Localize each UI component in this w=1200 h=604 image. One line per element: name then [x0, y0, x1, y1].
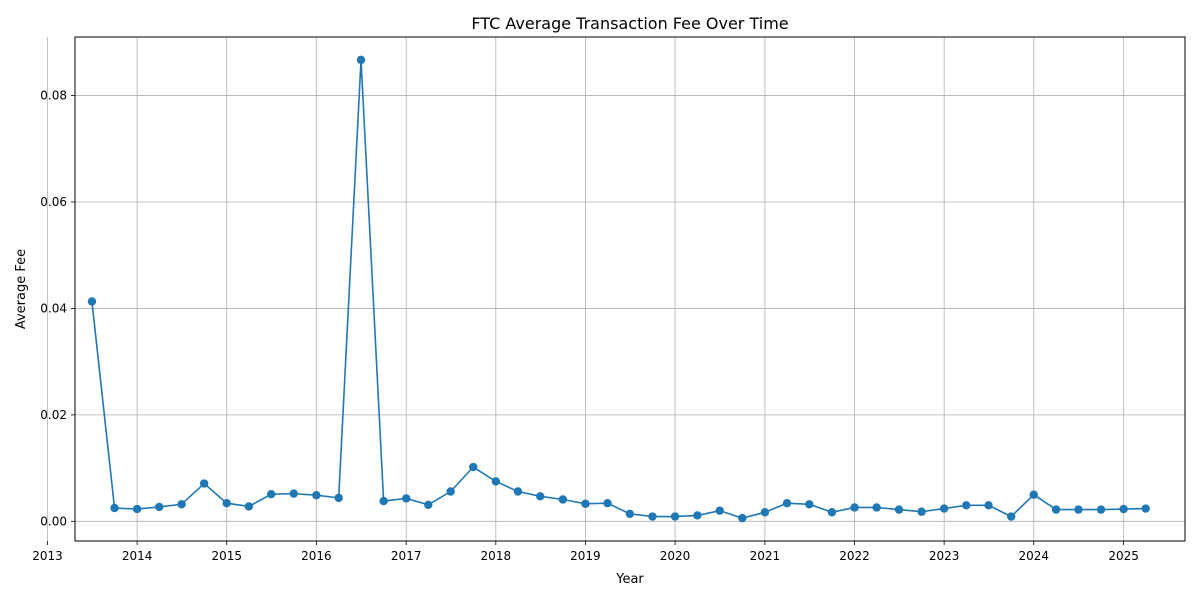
- x-tick-label: 2023: [929, 549, 960, 563]
- data-point: [289, 489, 298, 498]
- data-point: [1074, 505, 1083, 514]
- data-point: [984, 501, 993, 510]
- x-axis: 2013 2014 2015 2016 2017 2018 2019 2020 2021 2022…: [32, 541, 1139, 563]
- data-point: [962, 501, 971, 510]
- data-point: [894, 505, 904, 514]
- data-point: [469, 462, 478, 472]
- plot-area: [75, 37, 1185, 541]
- data-point: [244, 502, 254, 511]
- data-point: [222, 499, 231, 508]
- data-point: [132, 504, 142, 514]
- plot-frame: [74, 36, 1186, 542]
- data-point: [424, 500, 433, 510]
- x-tick-label: 2013: [32, 549, 63, 563]
- data-point: [715, 506, 724, 515]
- data-point: [872, 503, 881, 512]
- data-point: [155, 502, 164, 512]
- data-point: [581, 499, 590, 508]
- data-point: [693, 511, 702, 520]
- data-point: [177, 500, 186, 509]
- data-point: [939, 504, 949, 513]
- data-point: [199, 479, 209, 488]
- data-point: [648, 512, 657, 521]
- data-point: [379, 496, 388, 506]
- data-point: [738, 513, 747, 523]
- data-point: [266, 489, 276, 499]
- data-point: [87, 297, 97, 306]
- y-tick-label: 0.08: [40, 89, 67, 103]
- data-point: [402, 494, 411, 503]
- series-fee: [87, 55, 1150, 523]
- data-point: [1051, 505, 1061, 514]
- data-point: [446, 487, 455, 496]
- data-point: [805, 500, 814, 509]
- chart-title: FTC Average Transaction Fee Over Time: [471, 14, 788, 33]
- y-axis: 0.00 0.02 0.04 0.06 0.08: [40, 89, 75, 528]
- y-tick-label: 0.00: [40, 514, 67, 528]
- x-tick-label: 2015: [211, 549, 242, 563]
- x-tick-label: 2021: [750, 549, 781, 563]
- y-tick-label: 0.04: [40, 301, 67, 315]
- data-point: [356, 55, 366, 65]
- grid: [47, 37, 1185, 541]
- data-point: [625, 509, 635, 519]
- x-axis-label: Year: [615, 572, 644, 587]
- data-point: [1141, 504, 1150, 513]
- data-point: [558, 495, 568, 504]
- data-point: [1029, 490, 1038, 499]
- data-point: [1119, 504, 1128, 514]
- y-axis-label: Average Fee: [14, 249, 29, 329]
- data-point: [536, 492, 545, 501]
- data-point: [1096, 505, 1106, 514]
- y-tick-label: 0.02: [40, 408, 67, 422]
- data-point: [850, 503, 859, 512]
- data-point: [760, 508, 770, 517]
- data-point: [334, 493, 343, 503]
- data-point: [670, 512, 680, 521]
- x-tick-label: 2025: [1108, 549, 1139, 563]
- data-point: [110, 503, 119, 513]
- data-point: [782, 499, 792, 508]
- data-point: [1006, 512, 1016, 521]
- x-tick-label: 2020: [660, 549, 691, 563]
- data-point: [312, 491, 321, 500]
- x-tick-label: 2016: [301, 549, 332, 563]
- data-point: [603, 499, 612, 508]
- y-tick-label: 0.06: [40, 195, 67, 209]
- data-point: [513, 487, 523, 496]
- data-point: [917, 507, 926, 516]
- data-point: [491, 477, 501, 486]
- x-tick-label: 2018: [481, 549, 512, 563]
- x-tick-label: 2019: [570, 549, 601, 563]
- x-tick-label: 2014: [122, 549, 153, 563]
- x-tick-label: 2022: [839, 549, 870, 563]
- x-tick-label: 2017: [391, 549, 422, 563]
- data-point: [827, 508, 837, 517]
- x-tick-label: 2024: [1018, 549, 1049, 563]
